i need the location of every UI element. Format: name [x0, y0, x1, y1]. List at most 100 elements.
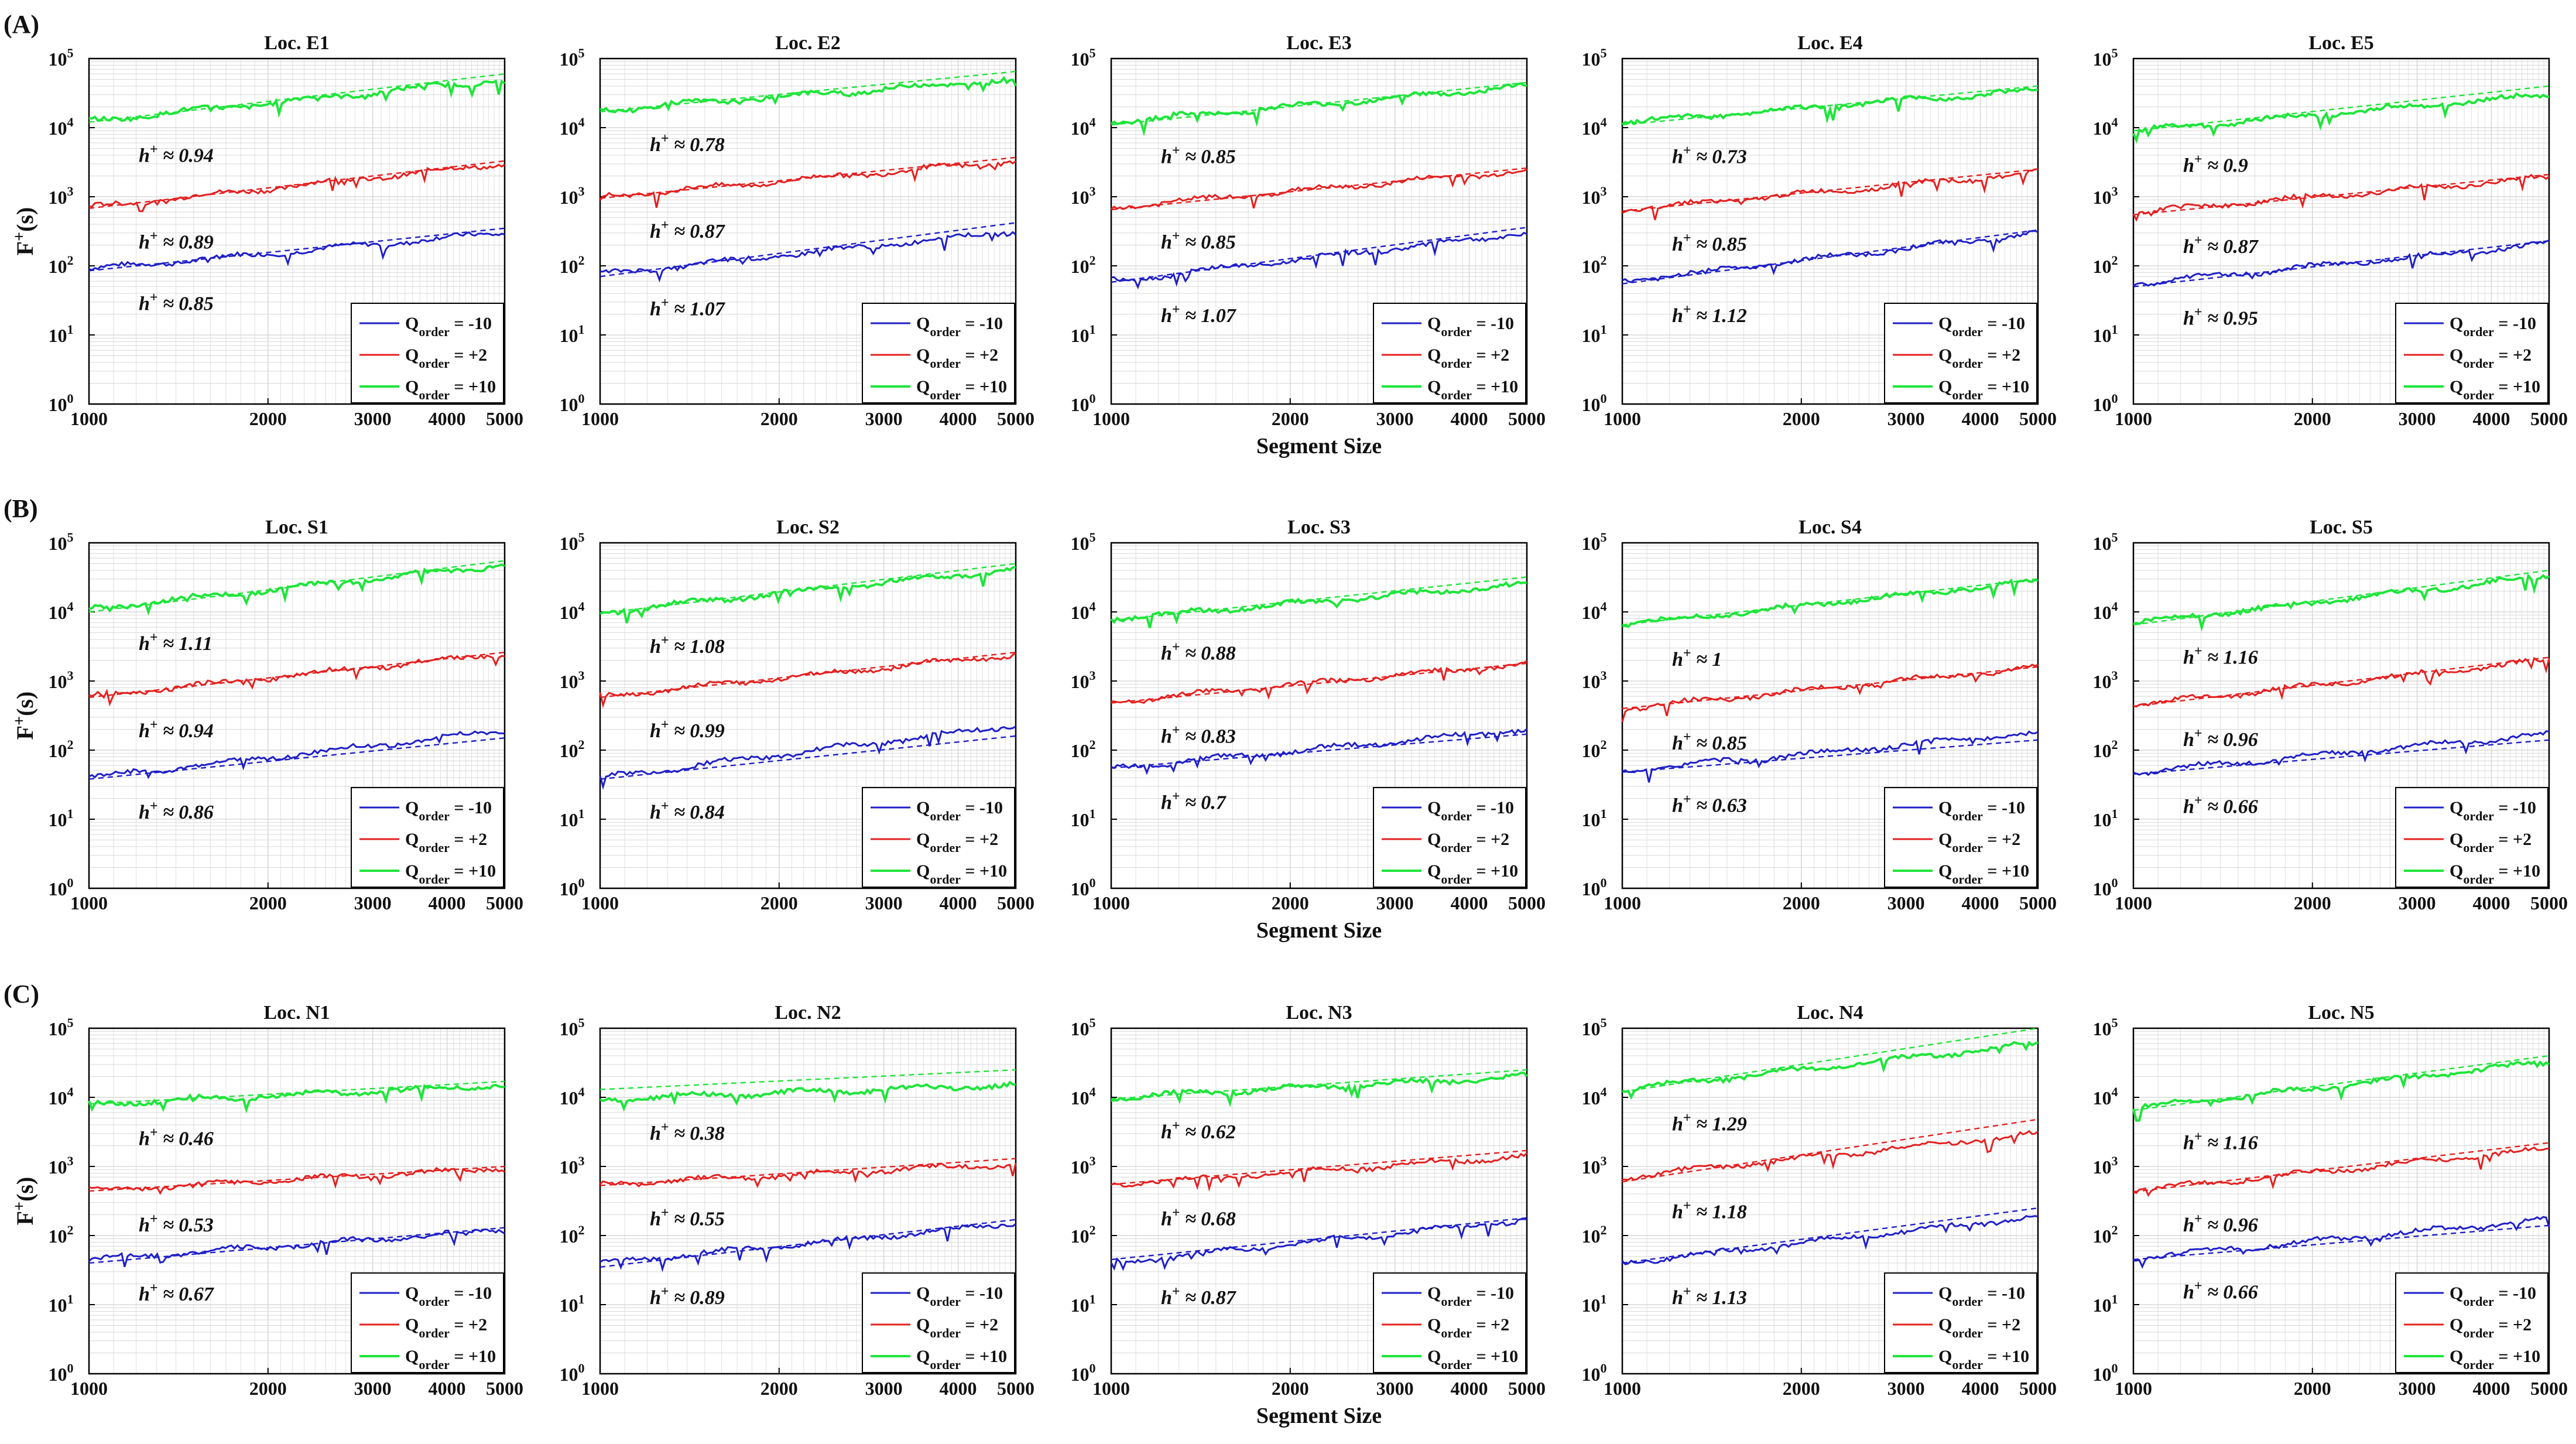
y-tick-label: 100 [1071, 875, 1096, 899]
y-tick-label: 102 [49, 253, 74, 277]
x-tick-label: 2000 [1783, 1378, 1820, 1399]
y-tick-label: 104 [1071, 1084, 1096, 1108]
legend-entry: Qorder = +2 [916, 1315, 998, 1340]
x-tick-label: 5000 [486, 408, 523, 429]
y-axis-label: F+(s) [11, 692, 38, 740]
panel-title: Loc. N1 [263, 1002, 330, 1024]
x-tick-label: 2000 [2294, 892, 2331, 913]
x-tick-label: 1000 [581, 892, 619, 913]
legend-entry: Qorder = -10 [916, 1284, 1003, 1309]
y-tick-label: 103 [1071, 1154, 1096, 1178]
x-tick-label: 2000 [249, 892, 287, 913]
fit-line [88, 160, 505, 209]
x-tick-label: 1000 [2115, 1378, 2152, 1399]
y-tick-label: 104 [560, 1084, 585, 1108]
y-tick-label: 100 [49, 1361, 74, 1385]
data-line [1621, 663, 2039, 723]
y-tick-label: 102 [560, 737, 585, 761]
legend-entry: Qorder = +2 [405, 1315, 487, 1340]
y-tick-label: 105 [1582, 1015, 1607, 1039]
fit-line [600, 651, 1016, 699]
x-tick-label: 4000 [429, 892, 466, 913]
hurst-label: h+ ≈ 0.66 [2183, 1279, 2258, 1303]
panel-title: Loc. N2 [775, 1002, 841, 1024]
legend-entry: Qorder = +2 [1427, 830, 1509, 855]
x-tick-label: 4000 [429, 1378, 466, 1399]
x-tick-label: 4000 [2473, 1378, 2510, 1399]
y-tick-label: 101 [1071, 322, 1096, 346]
y-tick-label: 105 [560, 1015, 585, 1039]
hurst-label: h+ ≈ 1.16 [2183, 644, 2258, 668]
panel-locs4: 1000 2000 3000 4000 5000 100 101 102 103 104 105 Lo… [1582, 516, 2057, 913]
fit-line [1622, 168, 2039, 212]
x-tick-label: 3000 [2399, 892, 2436, 913]
panel-locs5: 1000 2000 3000 4000 5000 100 101 102 103 104 105 Lo… [2093, 516, 2568, 913]
fit-line [1622, 739, 2039, 773]
y-tick-label: 103 [49, 184, 74, 208]
y-tick-label: 100 [2093, 875, 2118, 899]
x-tick-label: 4000 [2473, 408, 2510, 429]
y-tick-label: 101 [1071, 1292, 1096, 1316]
x-tick-label: 4000 [1451, 892, 1488, 913]
x-tick-label: 2000 [249, 408, 287, 429]
x-tick-label: 2000 [1783, 892, 1820, 913]
axes-box [88, 57, 506, 405]
hurst-label: h+ ≈ 0.38 [650, 1120, 725, 1145]
legend-entry: Qorder = +2 [1938, 830, 2020, 855]
y-axis-label: F+(s) [11, 1177, 38, 1226]
fit-line [600, 222, 1016, 278]
data-line [599, 160, 1016, 208]
x-tick-label: 1000 [581, 1378, 619, 1399]
data-line [1111, 1071, 1528, 1107]
y-tick-label: 100 [49, 391, 74, 415]
x-tick-label: 1000 [1092, 1378, 1130, 1399]
fit-line [1622, 666, 2039, 710]
x-tick-label: 3000 [354, 408, 392, 429]
y-tick-label: 104 [2093, 115, 2118, 139]
y-tick-label: 102 [1582, 737, 1607, 761]
fit-line [2133, 1224, 2550, 1261]
data-line [88, 563, 505, 616]
panel-loce4: 1000 2000 3000 4000 5000 100 101 102 103 104 105 Lo… [1582, 32, 2057, 429]
legend-entry: Qorder = -10 [1427, 314, 1514, 339]
data-line [1622, 578, 2039, 628]
y-tick-label: 101 [49, 806, 74, 830]
fit-line [1622, 1118, 2039, 1183]
fit-line [1111, 227, 1527, 283]
y-tick-label: 103 [2093, 184, 2118, 208]
x-tick-label: 5000 [1508, 1378, 1546, 1399]
x-tick-label: 2000 [1272, 408, 1309, 429]
axes-box [2132, 57, 2550, 405]
x-tick-label: 5000 [2530, 892, 2568, 913]
legend-entry: Qorder = +2 [916, 830, 998, 855]
y-tick-label: 101 [49, 322, 74, 346]
data-line [1110, 82, 1527, 136]
x-tick-label: 4000 [940, 892, 977, 913]
y-tick-label: 105 [1071, 530, 1096, 554]
panel-loce5: 1000 2000 3000 4000 5000 100 101 102 103 104 105 Lo… [2093, 32, 2568, 429]
x-tick-label: 3000 [1376, 1378, 1414, 1399]
x-tick-label: 2000 [1272, 892, 1309, 913]
panel-title: Loc. S2 [776, 516, 840, 538]
axes-box [599, 542, 1017, 889]
data-line [1110, 580, 1527, 628]
x-tick-label: 2000 [761, 892, 798, 913]
x-tick-label: 4000 [1962, 892, 1999, 913]
y-tick-label: 100 [2093, 1361, 2118, 1385]
data-line [600, 76, 1017, 114]
x-tick-label: 5000 [486, 892, 523, 913]
y-tick-label: 105 [1071, 1015, 1096, 1039]
legend-entry: Qorder = +10 [916, 377, 1007, 402]
x-tick-label: 5000 [997, 408, 1034, 429]
data-line [1621, 86, 2039, 126]
hurst-label: h+ ≈ 0.78 [650, 131, 725, 156]
x-tick-label: 2000 [761, 1378, 798, 1399]
x-tick-label: 4000 [1962, 1378, 1999, 1399]
fit-line [600, 735, 1016, 780]
fit-line [600, 1158, 1016, 1186]
fit-line [88, 1165, 505, 1192]
y-tick-label: 103 [560, 1154, 585, 1178]
axes-box [88, 542, 506, 889]
panel-locs3: 1000 2000 3000 4000 5000 100 101 102 103 104 105 Lo… [1071, 516, 1546, 913]
x-tick-label: 5000 [1508, 892, 1546, 913]
